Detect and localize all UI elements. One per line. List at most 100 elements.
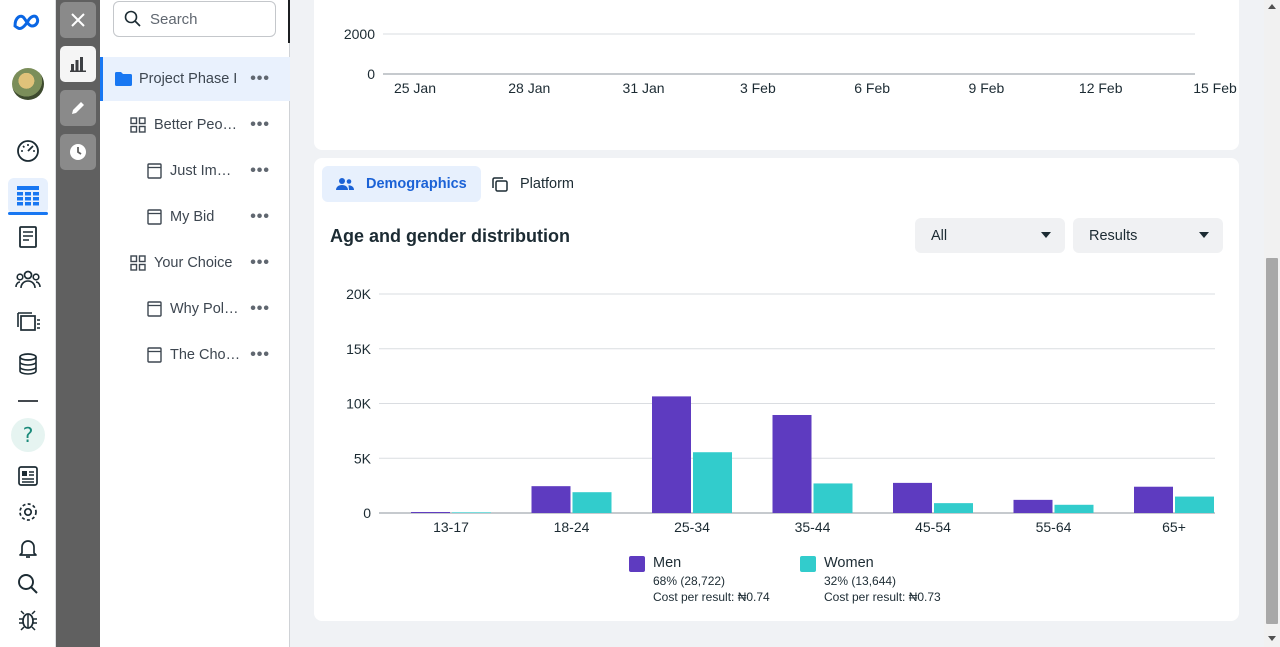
tree-item-label: Your Choice xyxy=(154,255,233,271)
pencil-icon xyxy=(72,102,84,114)
results-over-time-card: 0 2000 25 Jan 28 Jan 31 Jan 3 Feb 6 Feb 9 Feb 12… xyxy=(314,0,1239,150)
legend-name: Men xyxy=(653,555,682,571)
y-tick-label: 10K xyxy=(346,396,372,412)
legend-share: 68% (28,722) xyxy=(653,574,726,588)
legend-name: Women xyxy=(824,555,874,571)
search-icon[interactable] xyxy=(8,566,48,602)
ads-manager-table-icon[interactable] xyxy=(8,178,48,215)
metric-filter-select[interactable]: Results xyxy=(1073,218,1223,253)
tree-item-ad[interactable]: Just Im… ••• xyxy=(100,149,290,193)
main-content: 0 2000 25 Jan 28 Jan 31 Jan 3 Feb 6 Feb 9 Feb 12… xyxy=(290,0,1264,647)
tree-item-ad[interactable]: Why Pol… ••• xyxy=(100,287,290,331)
more-options-icon[interactable]: ••• xyxy=(250,70,270,87)
bar-women-18-24 xyxy=(572,492,612,513)
y-tick-label: 2000 xyxy=(344,26,375,42)
search-input[interactable]: Search xyxy=(113,1,276,37)
bar-men-35-44 xyxy=(772,414,812,513)
page-scrollbar[interactable] xyxy=(1264,0,1280,647)
y-tick-label: 5K xyxy=(354,450,372,466)
bar-men-55-64 xyxy=(1013,499,1053,513)
more-options-icon[interactable]: ••• xyxy=(250,162,270,179)
settings-gear-icon[interactable] xyxy=(8,494,48,530)
people-icon xyxy=(336,178,354,190)
age-gender-bar-chart: 0 5K 10K 15K 20K 13-17 18-24 25-34 35-44 45-54 55-… xyxy=(346,286,1215,535)
x-tick-label: 65+ xyxy=(1162,519,1186,535)
bar-men-65+ xyxy=(1134,486,1173,513)
legend-cost: Cost per result: ₦0.73 xyxy=(824,590,941,604)
x-tick-label: 45-54 xyxy=(915,519,951,535)
avatar[interactable] xyxy=(8,66,48,102)
media-library-icon[interactable] xyxy=(8,304,48,340)
tree-item-campaign[interactable]: Project Phase I ••• xyxy=(100,57,290,101)
scroll-up-icon[interactable] xyxy=(1268,4,1276,9)
scroll-thumb[interactable] xyxy=(1266,258,1278,624)
bar-women-65+ xyxy=(1175,496,1214,513)
y-tick-label: 15K xyxy=(346,341,372,357)
more-options-icon[interactable]: ••• xyxy=(250,254,270,271)
y-tick-label: 0 xyxy=(363,505,371,521)
y-tick-label: 0 xyxy=(367,66,375,82)
scroll-down-icon[interactable] xyxy=(1268,636,1276,641)
x-tick-label: 55-64 xyxy=(1036,519,1072,535)
more-options-icon[interactable]: ••• xyxy=(250,300,270,317)
edit-button[interactable] xyxy=(60,90,96,126)
tab-platform[interactable]: Platform xyxy=(478,166,588,202)
search-icon xyxy=(124,10,141,27)
x-tick-label: 6 Feb xyxy=(854,80,890,96)
legend-swatch-men xyxy=(629,556,645,572)
x-tick-label: 15 Feb xyxy=(1193,80,1237,96)
folder-icon xyxy=(115,72,132,86)
search-placeholder: Search xyxy=(150,10,198,28)
tree-item-adset[interactable]: Better Peo… ••• xyxy=(100,103,290,147)
tree-item-label: The Cho… xyxy=(170,347,241,363)
tree-item-label: Why Pol… xyxy=(170,301,239,317)
tab-label: Platform xyxy=(520,176,574,192)
x-tick-label: 35-44 xyxy=(795,519,831,535)
more-options-icon[interactable]: ••• xyxy=(250,208,270,225)
tree-item-label: Project Phase I xyxy=(139,71,238,87)
x-tick-label: 3 Feb xyxy=(740,80,776,96)
tree-item-label: Better Peo… xyxy=(154,117,238,133)
history-button[interactable] xyxy=(60,134,96,170)
panel-divider xyxy=(288,0,290,43)
nav-rail: ? xyxy=(0,0,56,647)
x-tick-label: 9 Feb xyxy=(969,80,1005,96)
ad-icon xyxy=(147,301,162,317)
x-tick-label: 12 Feb xyxy=(1079,80,1123,96)
x-tick-label: 31 Jan xyxy=(623,80,665,96)
tree-item-adset[interactable]: Your Choice ••• xyxy=(100,241,290,285)
section-title: Age and gender distribution xyxy=(330,226,571,246)
ad-icon xyxy=(147,347,162,363)
ad-set-grid-icon xyxy=(130,117,146,133)
ad-set-grid-icon xyxy=(130,255,146,271)
bug-report-icon[interactable] xyxy=(8,602,48,638)
tree-item-label: Just Im… xyxy=(170,163,232,179)
clock-icon xyxy=(70,144,86,160)
caret-down-icon xyxy=(1199,232,1209,238)
pages-icon[interactable] xyxy=(8,219,48,255)
tree-item-ad[interactable]: The Cho… ••• xyxy=(100,333,290,377)
tab-demographics[interactable]: Demographics xyxy=(322,166,481,202)
charts-button[interactable] xyxy=(60,46,96,82)
news-feed-icon[interactable] xyxy=(8,458,48,494)
help-icon[interactable]: ? xyxy=(11,418,45,452)
bar-women-13-17 xyxy=(452,512,491,513)
more-options-icon[interactable]: ••• xyxy=(250,346,270,363)
dashboard-icon[interactable] xyxy=(8,133,48,169)
x-tick-label: 13-17 xyxy=(433,519,469,535)
legend-cost: Cost per result: ₦0.74 xyxy=(653,590,770,604)
platform-icon xyxy=(492,176,508,192)
bar-men-18-24 xyxy=(531,486,571,513)
billing-database-icon[interactable] xyxy=(8,346,48,382)
meta-logo-icon[interactable] xyxy=(8,4,48,40)
campaign-tree-panel: Search Project Phase I ••• Better Peo… •… xyxy=(100,0,290,647)
more-options-icon[interactable]: ••• xyxy=(250,116,270,133)
audiences-icon[interactable] xyxy=(8,262,48,298)
close-button[interactable] xyxy=(60,2,96,38)
notifications-bell-icon[interactable] xyxy=(8,530,48,566)
bar-men-45-54 xyxy=(893,482,932,513)
ad-icon xyxy=(147,209,162,225)
tree-item-ad[interactable]: My Bid ••• xyxy=(100,195,290,239)
x-tick-label: 25-34 xyxy=(674,519,710,535)
audience-filter-select[interactable]: All xyxy=(915,218,1065,253)
